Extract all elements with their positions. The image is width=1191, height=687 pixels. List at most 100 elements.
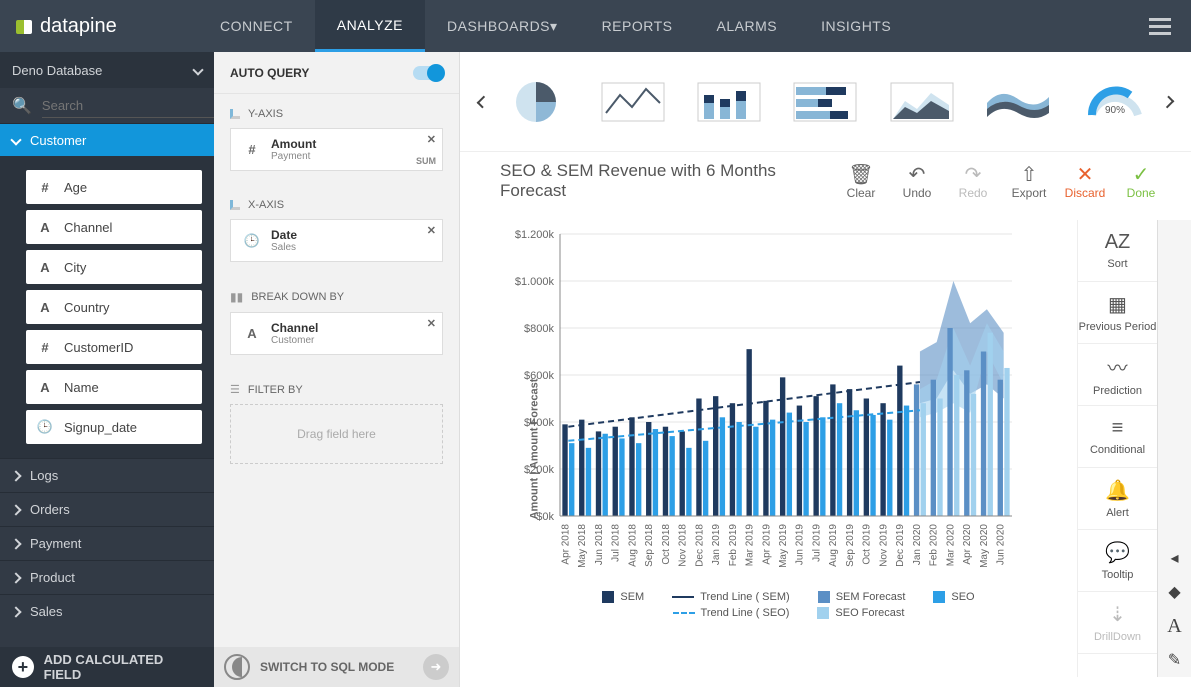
- paint-icon[interactable]: ◆: [1158, 575, 1191, 609]
- chevron-down-icon: [10, 134, 21, 145]
- chevron-right-icon: [10, 572, 21, 583]
- legend-item[interactable]: SEM: [602, 591, 644, 603]
- svg-text:Mar 2019: Mar 2019: [745, 524, 756, 567]
- remove-icon[interactable]: ✕: [427, 133, 436, 146]
- sort-icon: A͏Z: [1105, 231, 1131, 254]
- svg-text:May 2018: May 2018: [577, 524, 588, 568]
- xaxis-pill[interactable]: 🕒 DateSales ✕: [230, 219, 443, 262]
- field-type-icon: A: [36, 300, 54, 315]
- auto-query-toggle[interactable]: [413, 66, 443, 80]
- remove-icon[interactable]: ✕: [427, 224, 436, 237]
- chevron-right-icon: [10, 504, 21, 515]
- clear-button[interactable]: 🗑Clear: [833, 162, 889, 200]
- svg-text:$400k: $400k: [524, 417, 554, 429]
- field-name[interactable]: AName: [26, 370, 202, 404]
- field-city[interactable]: ACity: [26, 250, 202, 284]
- svg-text:Aug 2018: Aug 2018: [627, 524, 638, 567]
- add-calculated-field[interactable]: + ADD CALCULATED FIELD: [0, 647, 214, 687]
- aggregation-badge[interactable]: SUM: [416, 156, 436, 166]
- go-arrow-icon[interactable]: ➜: [423, 654, 449, 680]
- remove-icon[interactable]: ✕: [427, 317, 436, 330]
- switch-sql-button[interactable]: SWITCH TO SQL MODE: [260, 660, 423, 674]
- nav-alarms[interactable]: ALARMS: [695, 0, 800, 52]
- xaxis-label: X-AXIS: [248, 199, 284, 211]
- svg-text:$600k: $600k: [524, 370, 554, 382]
- legend-item[interactable]: SEO: [933, 591, 974, 603]
- tool-tip[interactable]: 💬Tooltip: [1078, 530, 1157, 592]
- table-sales[interactable]: Sales: [0, 594, 214, 628]
- done-button[interactable]: ✓Done: [1113, 162, 1169, 200]
- nav-insights[interactable]: INSIGHTS: [799, 0, 913, 52]
- table-payment[interactable]: Payment: [0, 526, 214, 560]
- chart-legend: SEM Trend Line ( SEM) SEM Forecast SEO Trend…: [500, 583, 1077, 621]
- field-channel[interactable]: AChannel: [26, 210, 202, 244]
- font-icon[interactable]: A: [1158, 609, 1191, 643]
- auto-query-row: AUTO QUERY: [214, 52, 459, 94]
- field-country[interactable]: ACountry: [26, 290, 202, 324]
- chart-type-area[interactable]: [874, 79, 970, 125]
- database-name: Deno Database: [12, 63, 102, 78]
- breakdown-label: BREAK DOWN BY: [251, 291, 344, 303]
- svg-text:Jun 2018: Jun 2018: [594, 524, 605, 566]
- legend-item[interactable]: SEM Forecast: [818, 591, 906, 603]
- edge-tools: ◂ ◆ A ✎: [1157, 220, 1191, 677]
- nav-analyze[interactable]: ANALYZE: [315, 0, 425, 52]
- chart-type-bar[interactable]: [777, 79, 873, 125]
- svg-text:Apr 2019: Apr 2019: [761, 524, 772, 565]
- nav-connect[interactable]: CONNECT: [198, 0, 315, 52]
- chart-type-line[interactable]: [584, 79, 680, 125]
- next-charts[interactable]: [1162, 95, 1175, 108]
- svg-text:Nov 2018: Nov 2018: [678, 524, 689, 567]
- sidebar: Deno Database 🔍 Customer #Age AChannel ACi…: [0, 52, 214, 687]
- nav-dashboards[interactable]: DASHBOARDS ▾: [425, 0, 580, 52]
- field-type-icon: A: [36, 260, 54, 275]
- database-selector[interactable]: Deno Database: [0, 52, 214, 88]
- legend-item[interactable]: Trend Line ( SEM): [672, 591, 789, 603]
- svg-text:Dec 2018: Dec 2018: [694, 524, 705, 567]
- legend-item[interactable]: SEO Forecast: [817, 607, 904, 619]
- filter-dropzone[interactable]: Drag field here: [230, 404, 443, 464]
- undo-button[interactable]: ↶Undo: [889, 162, 945, 200]
- tool-pred[interactable]: 〰Prediction: [1078, 344, 1157, 406]
- discard-button[interactable]: ✕Discard: [1057, 162, 1113, 200]
- tool-prev[interactable]: ▦Previous Period: [1078, 282, 1157, 344]
- chevron-right-icon: [10, 470, 21, 481]
- breakdown-pill[interactable]: A ChannelCustomer ✕: [230, 312, 443, 355]
- yaxis-label: Y-AXIS: [248, 108, 283, 120]
- field-age[interactable]: #Age: [26, 170, 202, 204]
- table-product[interactable]: Product: [0, 560, 214, 594]
- done-icon: ✓: [1133, 162, 1150, 186]
- svg-text:$1.000k: $1.000k: [515, 276, 555, 288]
- collapse-icon[interactable]: ◂: [1158, 541, 1191, 575]
- chart-type-stream[interactable]: [970, 79, 1066, 125]
- table-header-customer[interactable]: Customer: [0, 124, 214, 156]
- nav-reports[interactable]: REPORTS: [580, 0, 695, 52]
- tool-sort[interactable]: A͏ZSort: [1078, 220, 1157, 282]
- chart-canvas: 90% SEO & SEM Revenue with 6 Months Fore…: [460, 52, 1191, 687]
- svg-text:$1.200k: $1.200k: [515, 229, 555, 241]
- chart-type-pie[interactable]: [488, 79, 584, 125]
- hamburger-menu[interactable]: [1149, 14, 1171, 39]
- tool-drill: ⇣DrillDown: [1078, 592, 1157, 654]
- yaxis-pill[interactable]: # AmountPayment ✕ SUM: [230, 128, 443, 171]
- tool-cond[interactable]: ≡Conditional: [1078, 406, 1157, 468]
- chart-type-gauge[interactable]: 90%: [1067, 79, 1163, 125]
- theme-toggle[interactable]: [224, 654, 250, 680]
- table-orders[interactable]: Orders: [0, 492, 214, 526]
- chevron-down-icon: [192, 64, 203, 75]
- svg-text:$0k: $0k: [536, 511, 554, 523]
- export-button[interactable]: ⇧Export: [1001, 162, 1057, 200]
- chart-type-column[interactable]: [681, 79, 777, 125]
- search-icon: 🔍: [12, 96, 32, 116]
- field-list: #Age AChannel ACity ACountry #CustomerID ANam…: [0, 156, 214, 458]
- add-calc-label: ADD CALCULATED FIELD: [44, 652, 202, 682]
- tool-alert[interactable]: 🔔Alert: [1078, 468, 1157, 530]
- edit-icon[interactable]: ✎: [1158, 643, 1191, 677]
- legend-item[interactable]: Trend Line ( SEO): [673, 607, 790, 619]
- table-logs[interactable]: Logs: [0, 458, 214, 492]
- search-input[interactable]: [42, 94, 218, 118]
- redo-icon: ↷: [965, 162, 982, 186]
- svg-text:Jul 2018: Jul 2018: [611, 524, 622, 562]
- field-signup_date[interactable]: 🕒Signup_date: [26, 410, 202, 444]
- field-customerid[interactable]: #CustomerID: [26, 330, 202, 364]
